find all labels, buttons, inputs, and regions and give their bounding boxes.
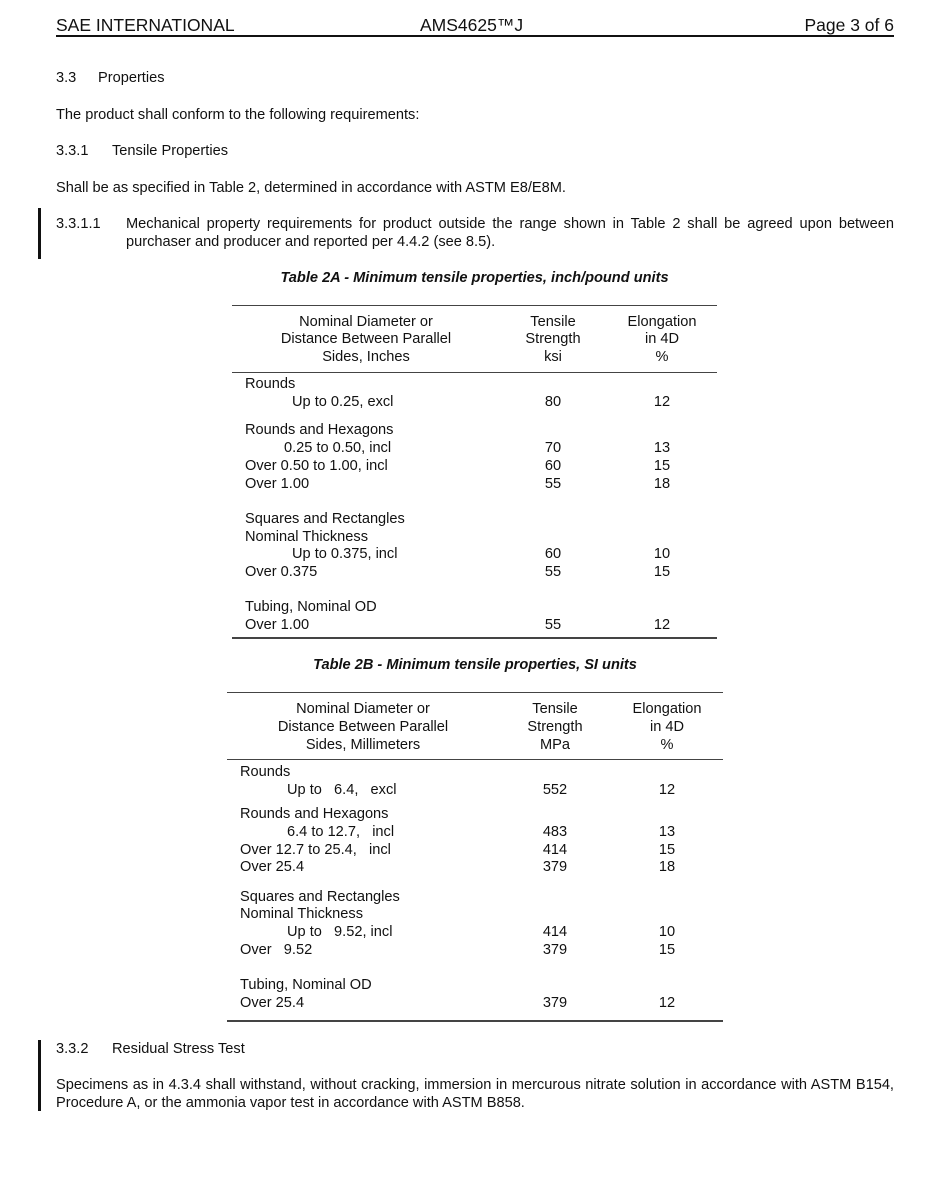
table-header-rule [227, 759, 723, 760]
section-3-3-2-number: 3.3.2 [56, 1041, 89, 1057]
table-column-header: Elongation [627, 314, 697, 330]
table-cell-elongation: 12 [658, 995, 676, 1011]
table-cell-tensile-strength: 60 [544, 458, 562, 474]
header-doc-number: AMS4625™J [420, 15, 524, 35]
table-row-label: Over 25.4 [240, 859, 305, 875]
change-bar [38, 208, 41, 259]
section-3-3-1-text: Shall be as specified in Table 2, determ… [56, 180, 566, 196]
section-3-3-1-1-number: 3.3.1.1 [56, 216, 101, 232]
table-cell-elongation: 12 [653, 394, 671, 410]
table-cell-tensile-strength: 80 [544, 394, 562, 410]
table-top-rule [232, 305, 717, 306]
table-column-header: Sides, Millimeters [305, 737, 421, 753]
header-org: SAE INTERNATIONAL [56, 15, 235, 35]
section-3-3-text: The product shall conform to the followi… [56, 107, 420, 123]
table-row-label: Rounds [245, 376, 296, 392]
table-row-label: Over 25.4 [240, 995, 305, 1011]
table-cell-tensile-strength: 55 [544, 564, 562, 580]
header-rule [56, 35, 894, 37]
table-row-label: Over 9.52 [240, 942, 313, 958]
table-row-label: Rounds and Hexagons [245, 422, 394, 438]
table-column-header: in 4D [644, 331, 680, 347]
table-cell-elongation: 12 [653, 617, 671, 633]
table-header-rule [232, 372, 717, 373]
table-cell-elongation: 10 [653, 546, 671, 562]
table-cell-elongation: 13 [658, 824, 676, 840]
table-cell-tensile-strength: 379 [542, 942, 568, 958]
table-column-header: Strength [527, 719, 583, 735]
table-row-label: Squares and Rectangles [245, 511, 405, 527]
table-cell-tensile-strength: 55 [544, 617, 562, 633]
table-row-label: Tubing, Nominal OD [245, 599, 377, 615]
table-row-label: Squares and Rectangles [240, 889, 400, 905]
table-column-header: Elongation [632, 701, 702, 717]
section-3-3-number: 3.3 [56, 70, 77, 86]
table-row-label: Up to 0.375, incl [292, 546, 398, 562]
table-cell-elongation: 13 [653, 440, 671, 456]
table-column-header: Tensile [532, 701, 578, 717]
table-column-header: ksi [544, 349, 562, 365]
table-cell-tensile-strength: 552 [542, 782, 568, 798]
change-bar [38, 1040, 41, 1111]
table-caption: Table 2A - Minimum tensile properties, i… [280, 270, 669, 286]
table-column-header: Tensile [530, 314, 576, 330]
table-cell-elongation: 10 [658, 924, 676, 940]
table-cell-elongation: 18 [653, 476, 671, 492]
table-cell-tensile-strength: 483 [542, 824, 568, 840]
header-page-number: Page 3 of 6 [804, 15, 894, 35]
table-column-header: % [660, 737, 674, 753]
table-cell-tensile-strength: 60 [544, 546, 562, 562]
table-column-header: Distance Between Parallel [280, 331, 452, 347]
table-cell-elongation: 15 [658, 842, 676, 858]
table-row-label: Over 1.00 [245, 476, 310, 492]
table-bottom-rule [232, 637, 717, 639]
table-column-header: Nominal Diameter or [296, 701, 430, 717]
table-row-label: 6.4 to 12.7, incl [287, 824, 395, 840]
table-cell-tensile-strength: 379 [542, 859, 568, 875]
table-cell-tensile-strength: 414 [542, 842, 568, 858]
table-row-label: Over 0.375 [245, 564, 318, 580]
table-cell-tensile-strength: 55 [544, 476, 562, 492]
table-cell-tensile-strength: 70 [544, 440, 562, 456]
section-3-3-1-title: Tensile Properties [112, 143, 228, 159]
table-column-header: Sides, Inches [322, 349, 410, 365]
table-row-label: 0.25 to 0.50, incl [284, 440, 392, 456]
table-row-label: Over 0.50 to 1.00, incl [245, 458, 388, 474]
table-row-label: Rounds [240, 764, 291, 780]
table-cell-elongation: 12 [658, 782, 676, 798]
table-column-header: Distance Between Parallel [277, 719, 449, 735]
table-row-label: Over 1.00 [245, 617, 310, 633]
section-3-3-1-number: 3.3.1 [56, 143, 89, 159]
table-column-header: in 4D [649, 719, 685, 735]
table-cell-elongation: 15 [653, 458, 671, 474]
section-3-3-2-title: Residual Stress Test [112, 1041, 245, 1057]
table-row-label: Nominal Thickness [245, 529, 369, 545]
table-row-label: Nominal Thickness [240, 906, 364, 922]
section-3-3-1-1-text: Mechanical property requirements for pro… [126, 216, 894, 250]
table-top-rule [227, 692, 723, 693]
table-cell-tensile-strength: 379 [542, 995, 568, 1011]
table-row-label: Up to 6.4, excl [287, 782, 397, 798]
table-row-label: Up to 9.52, incl [287, 924, 393, 940]
section-3-3-title: Properties [98, 70, 165, 86]
table-cell-elongation: 15 [658, 942, 676, 958]
table-row-label: Over 12.7 to 25.4, incl [240, 842, 391, 858]
table-row-label: Up to 0.25, excl [292, 394, 394, 410]
table-cell-tensile-strength: 414 [542, 924, 568, 940]
table-caption: Table 2B - Minimum tensile properties, S… [313, 657, 637, 673]
table-column-header: % [655, 349, 669, 365]
section-3-3-2-text: Specimens as in 4.3.4 shall withstand, w… [56, 1077, 894, 1111]
table-row-label: Tubing, Nominal OD [240, 977, 372, 993]
table-bottom-rule [227, 1020, 723, 1022]
table-row-label: Rounds and Hexagons [240, 806, 389, 822]
table-cell-elongation: 18 [658, 859, 676, 875]
table-column-header: Strength [525, 331, 581, 347]
table-cell-elongation: 15 [653, 564, 671, 580]
table-column-header: Nominal Diameter or [299, 314, 433, 330]
table-column-header: MPa [539, 737, 570, 753]
